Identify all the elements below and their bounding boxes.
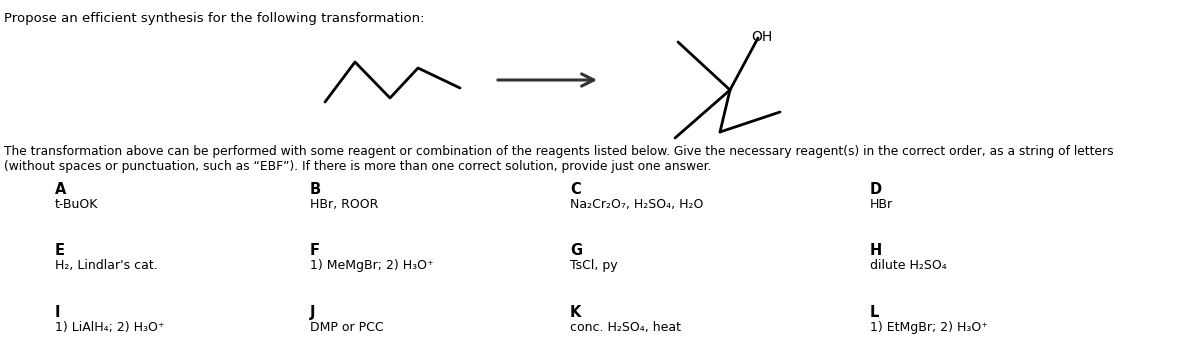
Text: HBr: HBr	[870, 198, 893, 211]
Text: 1) EtMgBr; 2) H₃O⁺: 1) EtMgBr; 2) H₃O⁺	[870, 321, 988, 334]
Text: A: A	[55, 182, 66, 197]
Text: J: J	[310, 305, 316, 320]
Text: H₂, Lindlar's cat.: H₂, Lindlar's cat.	[55, 259, 157, 272]
Text: conc. H₂SO₄, heat: conc. H₂SO₄, heat	[570, 321, 682, 334]
Text: TsCl, py: TsCl, py	[570, 259, 618, 272]
Text: (without spaces or punctuation, such as “EBF”). If there is more than one correc: (without spaces or punctuation, such as …	[4, 160, 712, 173]
Text: K: K	[570, 305, 581, 320]
Text: dilute H₂SO₄: dilute H₂SO₄	[870, 259, 947, 272]
Text: E: E	[55, 243, 65, 258]
Text: B: B	[310, 182, 322, 197]
Text: HBr, ROOR: HBr, ROOR	[310, 198, 378, 211]
Text: t-BuOK: t-BuOK	[55, 198, 98, 211]
Text: H: H	[870, 243, 882, 258]
Text: The transformation above can be performed with some reagent or combination of th: The transformation above can be performe…	[4, 145, 1114, 158]
Text: L: L	[870, 305, 880, 320]
Text: Na₂Cr₂O₇, H₂SO₄, H₂O: Na₂Cr₂O₇, H₂SO₄, H₂O	[570, 198, 703, 211]
Text: D: D	[870, 182, 882, 197]
Text: C: C	[570, 182, 581, 197]
Text: F: F	[310, 243, 320, 258]
Text: 1) LiAlH₄; 2) H₃O⁺: 1) LiAlH₄; 2) H₃O⁺	[55, 321, 164, 334]
Text: Propose an efficient synthesis for the following transformation:: Propose an efficient synthesis for the f…	[4, 12, 425, 25]
Text: DMP or PCC: DMP or PCC	[310, 321, 384, 334]
Text: 1) MeMgBr; 2) H₃O⁺: 1) MeMgBr; 2) H₃O⁺	[310, 259, 433, 272]
Text: OH: OH	[751, 30, 773, 44]
Text: I: I	[55, 305, 60, 320]
Text: G: G	[570, 243, 582, 258]
